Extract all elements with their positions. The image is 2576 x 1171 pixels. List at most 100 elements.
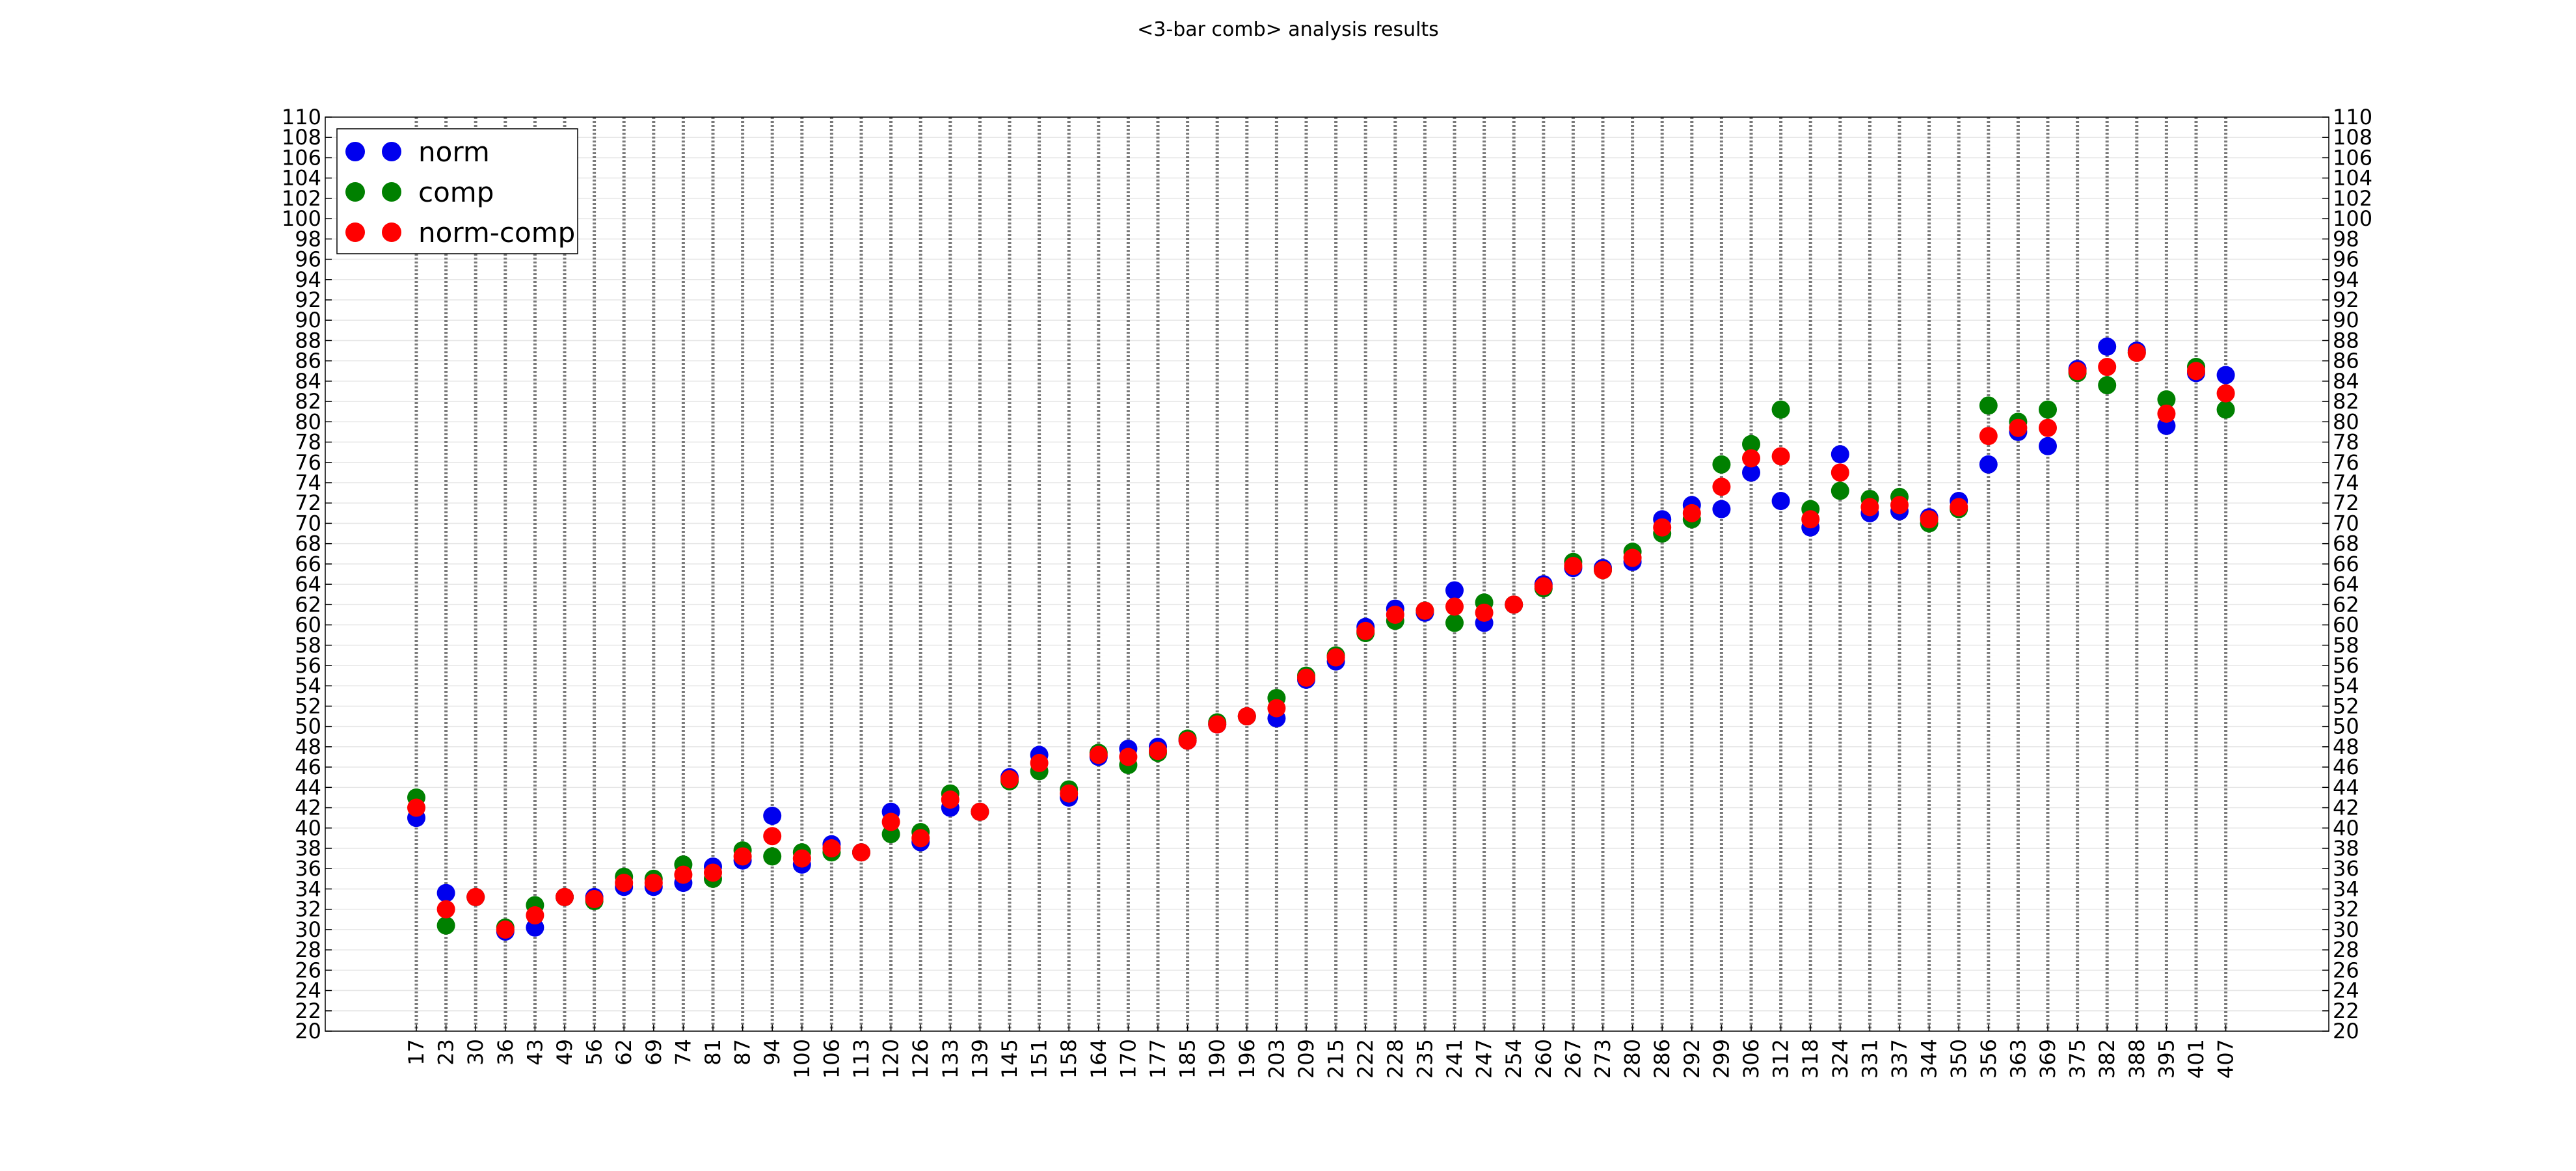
series-norm-comp	[407, 343, 2235, 939]
y-tick-label: 102	[282, 186, 321, 211]
y-tick-label: 72	[2333, 491, 2359, 515]
y-tick-label: 26	[2333, 958, 2359, 982]
data-point	[2039, 437, 2057, 455]
data-point	[1445, 581, 1464, 600]
y-tick-label: 38	[295, 836, 321, 861]
y-tick-label: 58	[2333, 633, 2359, 658]
y-tick-label: 104	[2333, 166, 2372, 191]
data-point	[407, 798, 425, 817]
x-tick-label: 369	[2035, 1039, 2060, 1079]
data-point	[763, 847, 782, 866]
x-tick-label: 151	[1027, 1039, 1052, 1079]
y-tick-label: 62	[295, 592, 321, 617]
y-tick-label: 108	[2333, 125, 2372, 150]
data-point	[1534, 577, 1553, 596]
y-tick-label: 32	[2333, 897, 2359, 922]
data-point	[2039, 418, 2057, 437]
x-tick-label: 324	[1828, 1039, 1853, 1079]
data-point	[2098, 337, 2117, 356]
y-tick-label: 108	[282, 125, 321, 150]
y-tick-label: 90	[2333, 308, 2359, 332]
data-point	[526, 906, 544, 925]
y-tick-label: 46	[295, 755, 321, 779]
data-point	[1623, 548, 1642, 567]
y-tick-label: 76	[295, 450, 321, 475]
y-tick-label: 30	[2333, 917, 2359, 942]
y-tick-label: 78	[295, 430, 321, 455]
y-tick-label: 42	[295, 796, 321, 820]
legend-marker	[345, 142, 365, 161]
x-tick-label: 286	[1650, 1039, 1674, 1079]
x-tick-label: 133	[938, 1039, 963, 1079]
data-point	[911, 829, 930, 848]
y-tick-label: 34	[2333, 876, 2359, 901]
data-point	[615, 874, 634, 893]
y-tick-label: 106	[282, 145, 321, 170]
data-point	[1771, 400, 1790, 419]
y-tick-label: 36	[295, 856, 321, 881]
data-point	[763, 807, 782, 826]
data-point	[1712, 500, 1731, 518]
x-tick-label: 190	[1205, 1039, 1229, 1079]
y-tick-label: 84	[295, 369, 321, 394]
data-point	[585, 890, 604, 909]
y-tick-label: 40	[2333, 816, 2359, 841]
data-point	[1653, 518, 1672, 537]
data-point	[2157, 404, 2176, 423]
x-tick-label: 145	[997, 1039, 1022, 1079]
x-tick-label: 356	[1976, 1039, 2001, 1079]
data-point	[644, 874, 663, 893]
x-tick-label: 30	[463, 1039, 488, 1066]
y-tick-label: 80	[2333, 409, 2359, 434]
y-tick-label: 72	[295, 491, 321, 515]
y-tick-label: 64	[295, 572, 321, 597]
x-tick-label: 241	[1442, 1039, 1467, 1079]
data-point	[763, 827, 782, 846]
y-tick-label: 94	[2333, 267, 2359, 292]
data-points	[407, 337, 2235, 941]
data-point	[2187, 362, 2205, 381]
y-tick-label: 58	[295, 633, 321, 658]
data-point	[1831, 481, 1849, 500]
y-tick-label: 60	[295, 613, 321, 638]
y-tick-label: 88	[2333, 328, 2359, 353]
x-tick-label: 267	[1561, 1039, 1585, 1079]
y-tick-label: 96	[2333, 247, 2359, 272]
y-tick-label: 68	[295, 532, 321, 556]
data-point	[852, 843, 870, 862]
y-tick-label: 100	[2333, 206, 2372, 231]
y-tick-label: 34	[295, 876, 321, 901]
data-point	[1742, 449, 1760, 468]
data-point	[1445, 597, 1464, 616]
data-point	[674, 865, 693, 884]
data-point	[1801, 510, 1820, 529]
x-tick-label: 331	[1857, 1039, 1882, 1079]
data-point	[496, 920, 515, 939]
series-comp	[407, 343, 2235, 937]
y-axis-left: 2022242628303234363840424446485052545658…	[282, 105, 332, 1043]
y-tick-label: 66	[295, 552, 321, 576]
data-point	[1682, 504, 1701, 522]
y-tick-label: 28	[295, 937, 321, 962]
y-tick-label: 64	[2333, 572, 2359, 597]
data-point	[1831, 445, 1849, 464]
data-point	[2157, 390, 2176, 409]
x-tick-label: 62	[611, 1039, 636, 1066]
data-point	[1415, 601, 1434, 620]
y-tick-label: 56	[2333, 653, 2359, 678]
data-point	[2039, 400, 2057, 419]
legend-marker	[345, 182, 365, 202]
y-tick-label: 98	[2333, 226, 2359, 251]
y-tick-label: 20	[2333, 1019, 2359, 1043]
data-point	[2098, 376, 2117, 395]
data-point	[1950, 498, 1968, 517]
y-tick-label: 54	[2333, 673, 2359, 698]
data-point	[1178, 731, 1197, 750]
x-tick-label: 164	[1086, 1039, 1111, 1079]
x-tick-label: 17	[404, 1039, 429, 1066]
legend-marker	[382, 142, 401, 161]
data-point	[1860, 498, 1879, 517]
x-tick-label: 196	[1235, 1039, 1259, 1079]
x-tick-label: 120	[879, 1039, 904, 1079]
